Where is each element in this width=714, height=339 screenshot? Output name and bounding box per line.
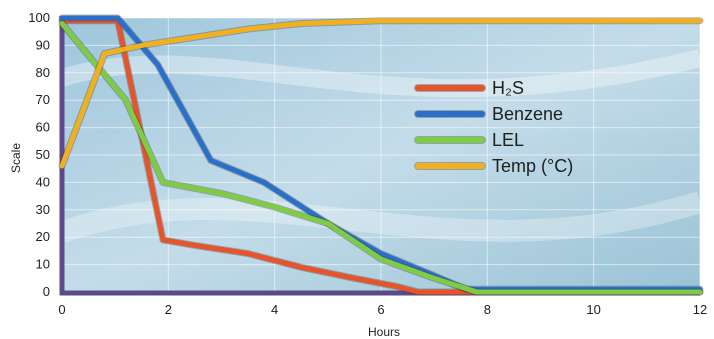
y-tick-label: 0 [43,284,50,299]
background-swirl [59,49,703,98]
series-line-temp-c [59,18,703,169]
series-line-lel [59,21,703,295]
y-tick-label: 60 [36,120,50,135]
x-tick-label: 2 [165,302,172,317]
x-tick-label: 12 [693,302,707,317]
y-axis-title: Scale [9,143,23,173]
y-tick-label: 80 [36,65,50,80]
x-tick-label: 0 [58,302,65,317]
y-tick-label: 90 [36,37,50,52]
x-axis-title: Hours [368,325,400,339]
x-tick-label: 4 [271,302,278,317]
background-swirl [58,191,704,243]
y-tick-label: 70 [36,92,50,107]
x-tick-label: 6 [377,302,384,317]
y-tick-label: 20 [36,229,50,244]
y-tick-label: 30 [36,202,50,217]
y-tick-label: 10 [36,257,50,272]
legend-label-benzene: Benzene [492,104,563,124]
y-tick-label: 40 [36,174,50,189]
y-tick-label: 50 [36,147,50,162]
y-tick-label: 100 [28,10,50,25]
legend-label-temp-c: Temp (°C) [492,156,573,176]
legend: H₂S Benzene LEL Temp (°C) [414,78,573,176]
legend-label-lel: LEL [492,130,524,150]
x-tick-label: 8 [484,302,491,317]
x-tick-label: 10 [586,302,600,317]
series-lines [58,14,704,296]
legend-label-h-s: H₂S [492,78,524,98]
